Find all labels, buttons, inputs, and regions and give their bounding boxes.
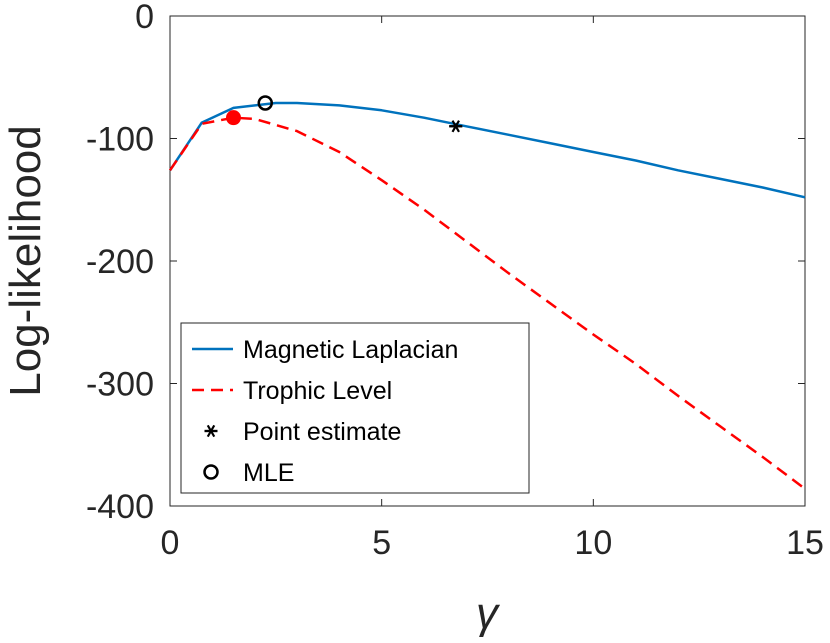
- tick-labels: 0 5 10 15 0 -100 -200 -300 -400: [86, 0, 824, 562]
- y-tick-label: -400: [86, 488, 154, 526]
- x-tick-label: 5: [372, 524, 391, 562]
- point-estimate-marker: [449, 120, 463, 133]
- markers: [226, 95, 463, 133]
- legend-circle-icon: [203, 464, 219, 480]
- x-tick-label: 0: [161, 524, 180, 562]
- x-tick-label: 15: [786, 524, 824, 562]
- x-tick-label: 10: [574, 524, 612, 562]
- legend-asterisk-icon: [204, 424, 218, 438]
- mle-marker: [257, 95, 273, 111]
- y-tick-label: -200: [86, 243, 154, 281]
- y-tick-label: -300: [86, 366, 154, 404]
- legend-label: Trophic Level: [243, 377, 392, 405]
- legend-label: MLE: [243, 459, 294, 487]
- x-axis-label: γ: [476, 589, 501, 638]
- ticks: [169, 15, 806, 507]
- y-tick-label: 0: [135, 0, 154, 36]
- trophic-level-line: [168, 116, 806, 490]
- legend-label: Point estimate: [243, 418, 401, 446]
- y-axis-label: Log-likelihood: [1, 125, 50, 397]
- y-tick-label: -100: [86, 121, 154, 159]
- legend-box: [180, 322, 530, 494]
- magnetic-laplacian-line: [168, 101, 806, 199]
- legend: Magnetic Laplacian Trophic Level Point est…: [180, 322, 530, 494]
- trophic-level-mle-marker: [226, 110, 241, 126]
- series: [168, 101, 806, 490]
- legend-label: Magnetic Laplacian: [243, 336, 458, 364]
